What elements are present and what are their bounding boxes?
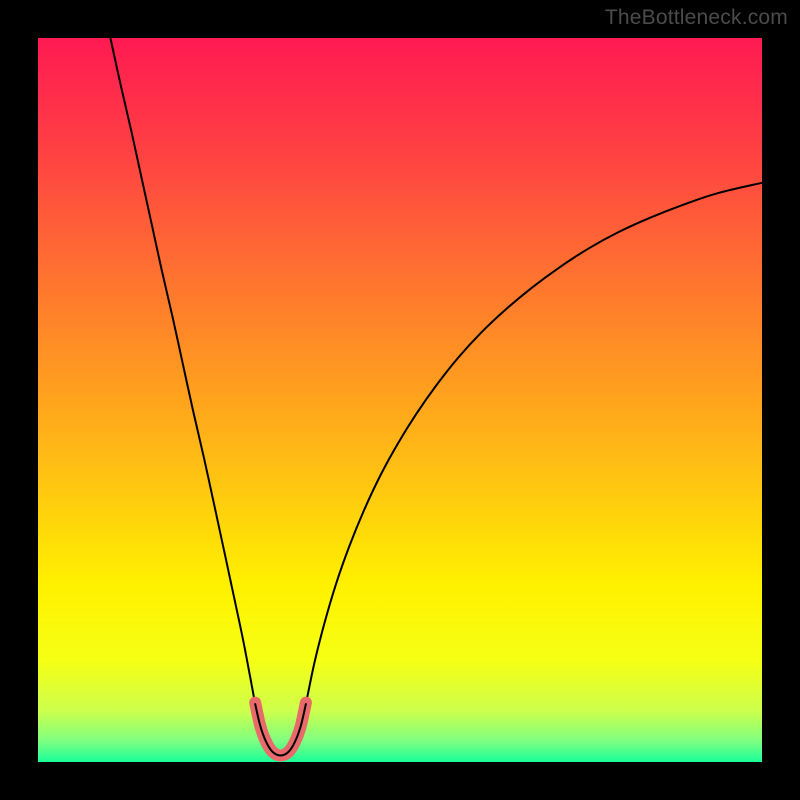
- curve-layer: [38, 38, 762, 762]
- watermark-text: TheBottleneck.com: [605, 6, 788, 30]
- series-left-descent: [110, 38, 255, 704]
- series-right-ascent: [306, 183, 762, 704]
- series-valley-highlight: [255, 703, 306, 756]
- chart-stage: TheBottleneck.com: [0, 0, 800, 800]
